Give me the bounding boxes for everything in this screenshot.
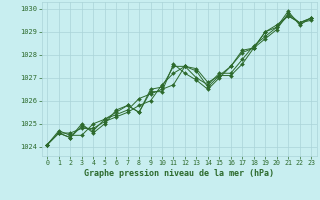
X-axis label: Graphe pression niveau de la mer (hPa): Graphe pression niveau de la mer (hPa) xyxy=(84,169,274,178)
